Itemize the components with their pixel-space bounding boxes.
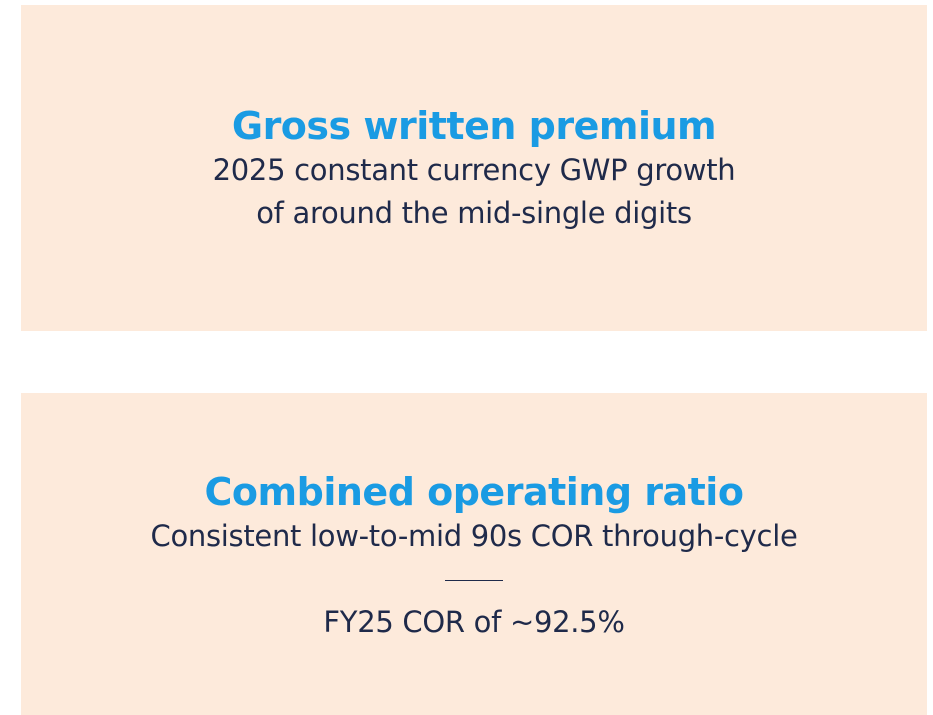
card-text: of around the mid-single digits xyxy=(256,196,692,230)
cor-card: Combined operating ratio Consistent low-… xyxy=(21,393,927,715)
card-text: FY25 COR of ~92.5% xyxy=(323,605,625,639)
card-title: Combined operating ratio xyxy=(204,470,744,514)
card-title: Gross written premium xyxy=(231,104,717,148)
divider xyxy=(445,580,503,581)
card-text: 2025 constant currency GWP growth xyxy=(212,153,736,187)
gwp-card: Gross written premium 2025 constant curr… xyxy=(21,5,927,331)
card-text: Consistent low-to-mid 90s COR through-cy… xyxy=(150,519,798,553)
